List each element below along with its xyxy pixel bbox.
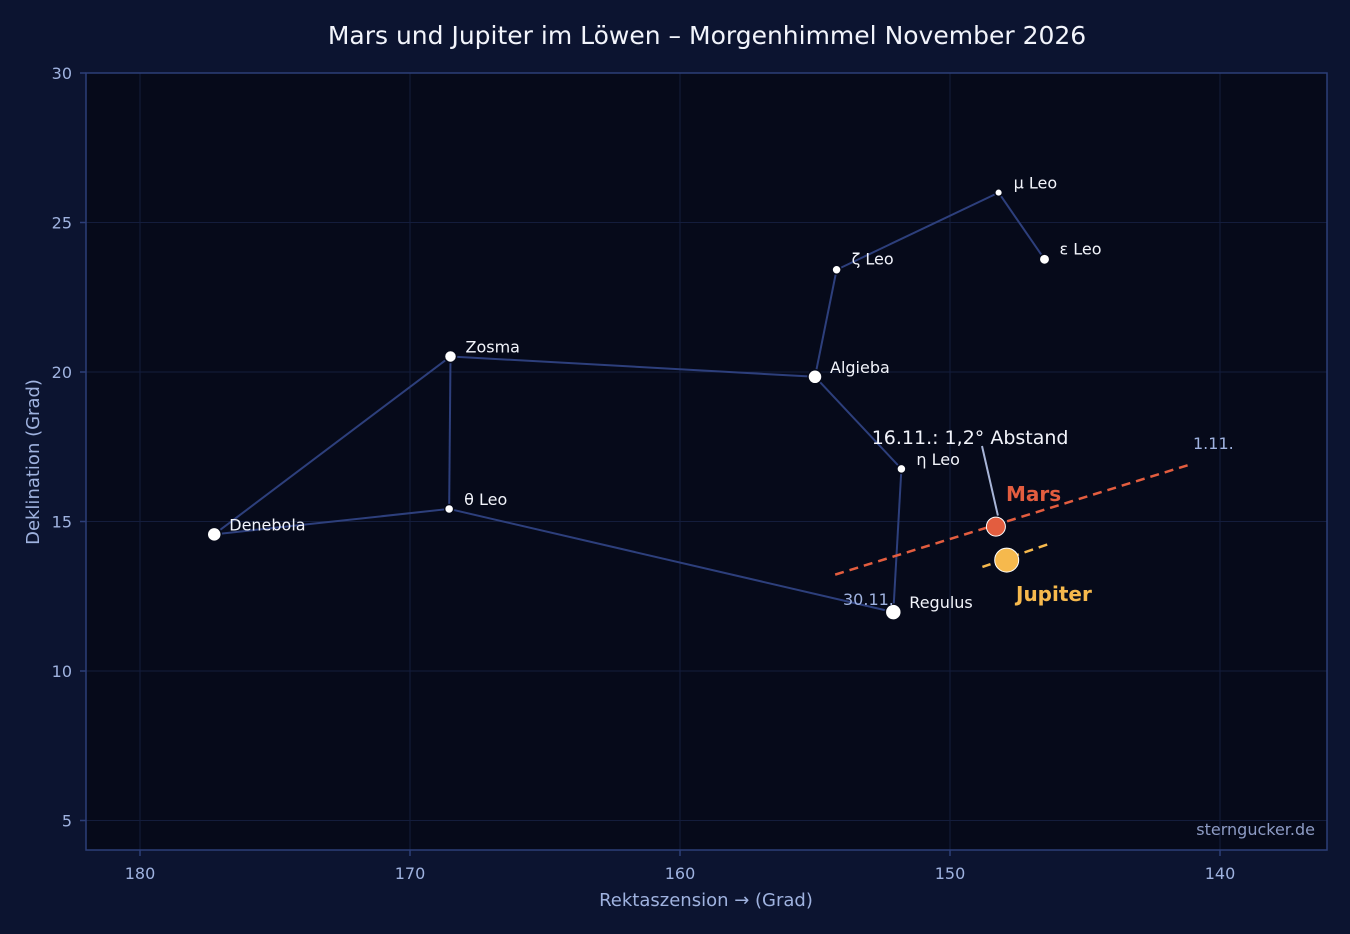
plot-area bbox=[86, 73, 1327, 850]
constellation-line bbox=[213, 355, 452, 536]
y-tick-label: 25 bbox=[52, 214, 72, 233]
x-tick-label: 160 bbox=[665, 864, 696, 883]
jupiter-label: Jupiter bbox=[1014, 582, 1092, 606]
stars bbox=[206, 188, 1051, 621]
x-tick-label: 180 bbox=[125, 864, 156, 883]
chart-title: Mars und Jupiter im Löwen – Morgenhimmel… bbox=[328, 21, 1086, 50]
y-tick-label: 20 bbox=[52, 363, 72, 382]
star-label: θ Leo bbox=[464, 490, 507, 509]
star-marker bbox=[807, 369, 823, 385]
y-tick-label: 5 bbox=[62, 812, 72, 831]
constellation-line bbox=[214, 507, 450, 536]
x-tick-label: 140 bbox=[1205, 864, 1236, 883]
star-marker bbox=[443, 503, 455, 515]
star-label: ζ Leo bbox=[852, 250, 894, 269]
plot-frame bbox=[85, 72, 1328, 851]
constellation-line bbox=[448, 507, 894, 614]
star-label: μ Leo bbox=[1014, 174, 1058, 193]
jupiter-marker bbox=[994, 547, 1020, 573]
y-tick-label: 30 bbox=[52, 64, 72, 83]
y-tick-label: 15 bbox=[52, 513, 72, 532]
track-start-date: 1.11. bbox=[1193, 434, 1234, 453]
constellation-line bbox=[448, 356, 452, 509]
constellation-line bbox=[814, 376, 903, 470]
constellation-lines bbox=[213, 191, 1046, 614]
track-end-date: 30.11. bbox=[843, 590, 894, 609]
y-axis-label: Deklination (Grad) bbox=[23, 379, 44, 545]
constellation-line bbox=[814, 269, 838, 377]
star-label: Zosma bbox=[466, 337, 520, 356]
constellation-line bbox=[997, 192, 1046, 260]
constellation-line bbox=[892, 468, 903, 613]
star-marker bbox=[1038, 253, 1051, 266]
constellation-line bbox=[450, 355, 816, 378]
star-marker bbox=[831, 264, 842, 275]
star-marker bbox=[443, 349, 458, 364]
star-marker bbox=[884, 603, 903, 621]
planets bbox=[985, 516, 1020, 573]
annotation-text: 16.11.: 1,2° Abstand bbox=[872, 427, 1069, 449]
star-label: Regulus bbox=[909, 593, 972, 612]
star-label: η Leo bbox=[916, 450, 960, 469]
mars-marker bbox=[985, 516, 1006, 537]
x-tick-label: 150 bbox=[935, 864, 966, 883]
star-marker bbox=[896, 463, 907, 475]
annotation-pointer bbox=[981, 445, 999, 516]
labels: Regulus η Leo Algieba ζ Leo μ Leo ε Leo Zosma θ… bbox=[229, 174, 1233, 612]
mars-label: Mars bbox=[1006, 482, 1061, 506]
constellation-line bbox=[836, 191, 1000, 271]
star-label: ε Leo bbox=[1060, 239, 1102, 258]
star-label: Denebola bbox=[229, 515, 305, 534]
x-tick-label: 170 bbox=[395, 864, 426, 883]
credit-text: sterngucker.de bbox=[1196, 820, 1315, 839]
y-tick-label: 10 bbox=[52, 662, 72, 681]
star-marker bbox=[206, 526, 222, 543]
x-axis-label: Rektaszension → (Grad) bbox=[599, 890, 813, 911]
star-marker bbox=[994, 188, 1004, 198]
star-label: Algieba bbox=[830, 358, 890, 377]
mars-track bbox=[833, 464, 1188, 577]
axis-ticks: 180 170 160 150 140 5 10 15 20 25 30 bbox=[52, 64, 1236, 883]
